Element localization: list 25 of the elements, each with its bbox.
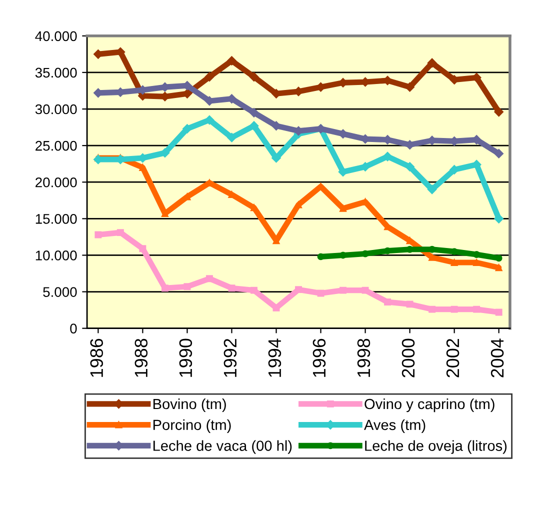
legend-label: Leche de oveja (litros) — [365, 440, 507, 454]
legend-label: Leche de vaca (00 hl) — [153, 440, 292, 454]
x-tick-label: 1990 — [179, 338, 192, 377]
y-tick-label: 30.000 — [35, 104, 77, 114]
legend-label: Ovino y caprino (tm) — [364, 398, 494, 412]
x-tick-label: 2000 — [402, 338, 415, 378]
y-tick-label: 10.000 — [36, 250, 77, 260]
x-tick-label: 1996 — [312, 338, 326, 377]
x-tick-label: 1992 — [224, 338, 237, 377]
x-tick-label: 2004 — [490, 338, 504, 378]
x-tick-label: 1994 — [268, 338, 282, 377]
x-tick-label: 1988 — [134, 338, 148, 377]
y-tick-label: 15.000 — [36, 214, 77, 224]
x-tick-label: 2002 — [446, 338, 460, 378]
y-tick-label: 0 — [70, 324, 77, 334]
y-tick-label: 20.000 — [36, 177, 77, 188]
x-tick-label: 1986 — [90, 338, 104, 377]
x-tick-label: 1998 — [357, 338, 370, 377]
legend-label: Bovino (tm) — [153, 398, 226, 412]
legend-label: Aves (tm) — [364, 419, 426, 433]
y-tick-label: 40.000 — [35, 31, 77, 42]
y-tick-label: 25.000 — [36, 140, 77, 151]
legend-label: Porcino (tm) — [153, 419, 231, 433]
y-tick-label: 5.000 — [43, 287, 77, 297]
y-tick-label: 35.000 — [35, 68, 77, 78]
